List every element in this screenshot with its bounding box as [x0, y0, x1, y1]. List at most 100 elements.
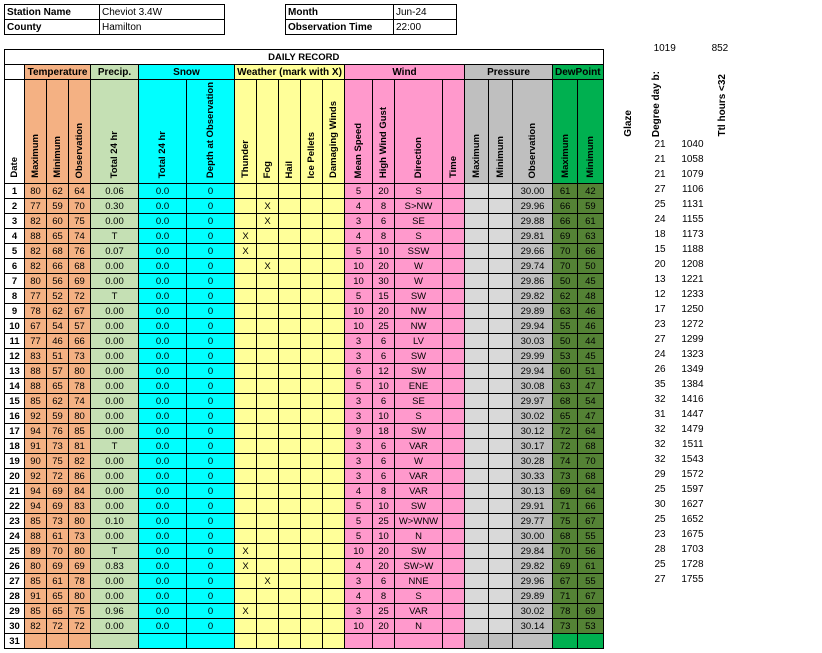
date-cell: 20	[5, 469, 25, 484]
col-header: Direction	[395, 80, 443, 184]
month-label: Month	[286, 5, 394, 20]
table-row: 5 82 68 76 0.07 0.0 0 X 5 10 SSW 29.66 7…	[5, 244, 604, 259]
table-row: 26 80 69 69 0.83 0.0 0 X 4 20 SW>W 29.82…	[5, 559, 604, 574]
table-row: 13 88 57 80 0.00 0.0 0 6 12 SW 29.94 60 …	[5, 364, 604, 379]
glaze-col: Glaze	[618, 49, 640, 589]
date-cell: 5	[5, 244, 25, 259]
table-row: 16 92 59 80 0.00 0.0 0 3 10 S 30.02 65 4…	[5, 409, 604, 424]
grp-precip: Precip.	[91, 65, 139, 80]
daily-record-table: DAILY RECORD Temperature Precip. Snow We…	[4, 49, 604, 649]
date-cell: 28	[5, 589, 25, 604]
ttl-hours-col: Ttl hours <32	[712, 49, 734, 589]
table-row: 28 91 65 80 0.00 0.0 0 4 8 S 29.89 71 67	[5, 589, 604, 604]
station-label: Station Name	[5, 5, 100, 20]
date-cell: 17	[5, 424, 25, 439]
date-cell: 6	[5, 259, 25, 274]
table-row: 3 82 60 75 0.00 0.0 0 X 3 6 SE 29.88 66 …	[5, 214, 604, 229]
col-header: Total 24 hr	[91, 80, 139, 184]
col-header: Mean Speed	[345, 80, 373, 184]
degree-day-col: Degree day b: 21212127252418152013121723…	[646, 49, 668, 589]
col-header: High Wind Gust	[373, 80, 395, 184]
date-cell: 23	[5, 514, 25, 529]
col-header: Thunder	[235, 80, 257, 184]
table-row: 1 80 62 64 0.06 0.0 0 5 20 S 30.00 61 42	[5, 184, 604, 199]
table-row: 21 94 69 84 0.00 0.0 0 4 8 VAR 30.13 69 …	[5, 484, 604, 499]
date-cell: 30	[5, 619, 25, 634]
date-cell: 29	[5, 604, 25, 619]
grp-temp: Temperature	[25, 65, 91, 80]
table-row: 8 77 52 72 T 0.0 0 5 15 SW 29.82 62 48	[5, 289, 604, 304]
date-cell: 16	[5, 409, 25, 424]
date-cell: 19	[5, 454, 25, 469]
county-label: County	[5, 20, 100, 35]
col-header: Minimum	[47, 80, 69, 184]
col-header: Maximum	[553, 80, 578, 184]
date-cell: 10	[5, 319, 25, 334]
grp-pressure: Pressure	[465, 65, 553, 80]
table-row: 10 67 54 57 0.00 0.0 0 10 25 NW 29.94 55…	[5, 319, 604, 334]
table-row: 12 83 51 73 0.00 0.0 0 3 6 SW 29.99 53 4…	[5, 349, 604, 364]
date-cell: 8	[5, 289, 25, 304]
table-row: 11 77 46 66 0.00 0.0 0 3 6 LV 30.03 50 4…	[5, 334, 604, 349]
table-row: 19 90 75 82 0.00 0.0 0 3 6 W 30.28 74 70	[5, 454, 604, 469]
date-cell: 7	[5, 274, 25, 289]
date-cell: 18	[5, 439, 25, 454]
table-row: 7 80 56 69 0.00 0.0 0 10 30 W 29.86 50 4…	[5, 274, 604, 289]
table-row: 20 92 72 86 0.00 0.0 0 3 6 VAR 30.33 73 …	[5, 469, 604, 484]
date-cell: 14	[5, 379, 25, 394]
grp-wind: Wind	[345, 65, 465, 80]
grp-weather: Weather (mark with X)	[235, 65, 345, 80]
date-cell: 15	[5, 394, 25, 409]
col-header: Depth at Observation	[187, 80, 235, 184]
table-row: 15 85 62 74 0.00 0.0 0 3 6 SE 29.97 68 5…	[5, 394, 604, 409]
date-cell: 27	[5, 574, 25, 589]
obstime-value: 22:00	[394, 20, 457, 35]
station-value: Cheviot 3.4W	[100, 5, 225, 20]
table-row: 25 89 70 80 T 0.0 0 X 10 20 SW 29.84 70 …	[5, 544, 604, 559]
table-row: 4 88 65 74 T 0.0 0 X 4 8 S 29.81 69 63	[5, 229, 604, 244]
table-row: 24 88 61 73 0.00 0.0 0 5 10 N 30.00 68 5…	[5, 529, 604, 544]
table-row: 9 78 62 67 0.00 0.0 0 10 20 NW 29.89 63 …	[5, 304, 604, 319]
col-header: Ice Pellets	[301, 80, 323, 184]
table-title: DAILY RECORD	[5, 50, 604, 65]
date-cell: 25	[5, 544, 25, 559]
top-num-a: 1019	[654, 43, 676, 54]
station-header: Station Name Cheviot 3.4W County Hamilto…	[4, 4, 225, 35]
grp-dewpoint: DewPoint	[553, 65, 604, 80]
col-header: Total 24 hr	[139, 80, 187, 184]
col-header: Time	[443, 80, 465, 184]
col-header: Minimum	[489, 80, 513, 184]
date-cell: 26	[5, 559, 25, 574]
col-header: Damaging Winds	[323, 80, 345, 184]
col-header: Date	[5, 80, 25, 184]
grp-snow: Snow	[139, 65, 235, 80]
date-cell: 12	[5, 349, 25, 364]
col-header: Hail	[279, 80, 301, 184]
date-cell: 13	[5, 364, 25, 379]
table-row: 30 82 72 72 0.00 0.0 0 10 20 N 30.14 73 …	[5, 619, 604, 634]
date-cell: 22	[5, 499, 25, 514]
date-cell: 9	[5, 304, 25, 319]
date-cell: 4	[5, 229, 25, 244]
date-cell: 11	[5, 334, 25, 349]
table-row: 17 94 76 85 0.00 0.0 0 9 18 SW 30.12 72 …	[5, 424, 604, 439]
date-cell: 2	[5, 199, 25, 214]
month-value: Jun-24	[394, 5, 457, 20]
col-header: Minimum	[578, 80, 603, 184]
top-num-b: 852	[712, 43, 729, 54]
month-header: Month Jun-24 Observation Time 22:00	[285, 4, 457, 35]
county-value: Hamilton	[100, 20, 225, 35]
cumulative-col: 1040105810791106113111551173118812081221…	[674, 49, 706, 589]
col-header: Fog	[257, 80, 279, 184]
col-header: Observation	[69, 80, 91, 184]
table-row: 2 77 59 70 0.30 0.0 0 X 4 8 S>NW 29.96 6…	[5, 199, 604, 214]
col-header: Maximum	[465, 80, 489, 184]
table-row: 6 82 66 68 0.00 0.0 0 X 10 20 W 29.74 70…	[5, 259, 604, 274]
date-cell: 31	[5, 634, 25, 649]
table-row: 14 88 65 78 0.00 0.0 0 5 10 ENE 30.08 63…	[5, 379, 604, 394]
obstime-label: Observation Time	[286, 20, 394, 35]
col-header: Maximum	[25, 80, 47, 184]
col-header: Observation	[513, 80, 553, 184]
date-cell: 21	[5, 484, 25, 499]
table-row: 22 94 69 83 0.00 0.0 0 5 10 SW 29.91 71 …	[5, 499, 604, 514]
